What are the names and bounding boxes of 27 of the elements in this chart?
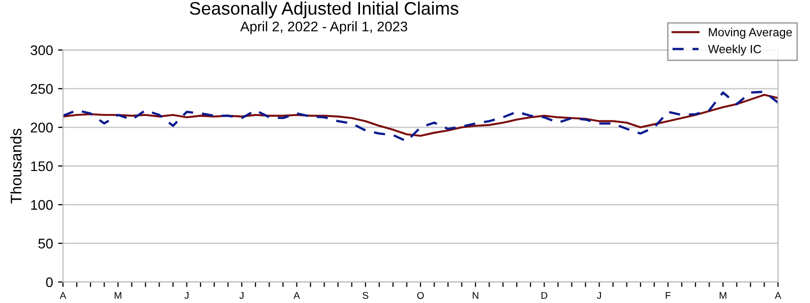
- y-tick-label: 300: [30, 45, 53, 56]
- y-tick-label: 100: [31, 200, 53, 210]
- chart-subtitle: April 2, 2022 - April 1, 2023: [240, 21, 408, 34]
- x-tick-label: D: [542, 292, 548, 299]
- legend-label: Moving Average: [708, 28, 792, 39]
- y-tick-label: 150: [31, 161, 53, 172]
- y-axis-title: Thousands: [10, 128, 22, 204]
- y-tick-label: 50: [38, 238, 53, 249]
- x-tick-label: J: [596, 292, 601, 299]
- x-tick-label: M: [720, 292, 726, 299]
- line-series: [63, 94, 778, 137]
- chart-title: Seasonally Adjusted Initial Claims: [190, 2, 458, 18]
- x-tick-label: A: [294, 292, 300, 299]
- x-tick-label: J: [184, 292, 188, 299]
- x-tick-label: A: [774, 292, 782, 299]
- x-tick-label: A: [60, 292, 66, 299]
- x-tick-label: F: [666, 292, 671, 299]
- x-tick-label: M: [114, 292, 122, 299]
- y-tick-label: 200: [30, 122, 53, 133]
- x-tick-label: N: [472, 292, 478, 299]
- x-tick-label: O: [417, 292, 424, 299]
- x-tick-label: J: [239, 292, 244, 299]
- legend-label: Weekly IC: [708, 44, 762, 56]
- y-tick-label: 0: [46, 277, 53, 288]
- x-tick-label: S: [362, 292, 368, 299]
- y-tick-label: 250: [30, 84, 53, 94]
- line-series: [63, 90, 778, 142]
